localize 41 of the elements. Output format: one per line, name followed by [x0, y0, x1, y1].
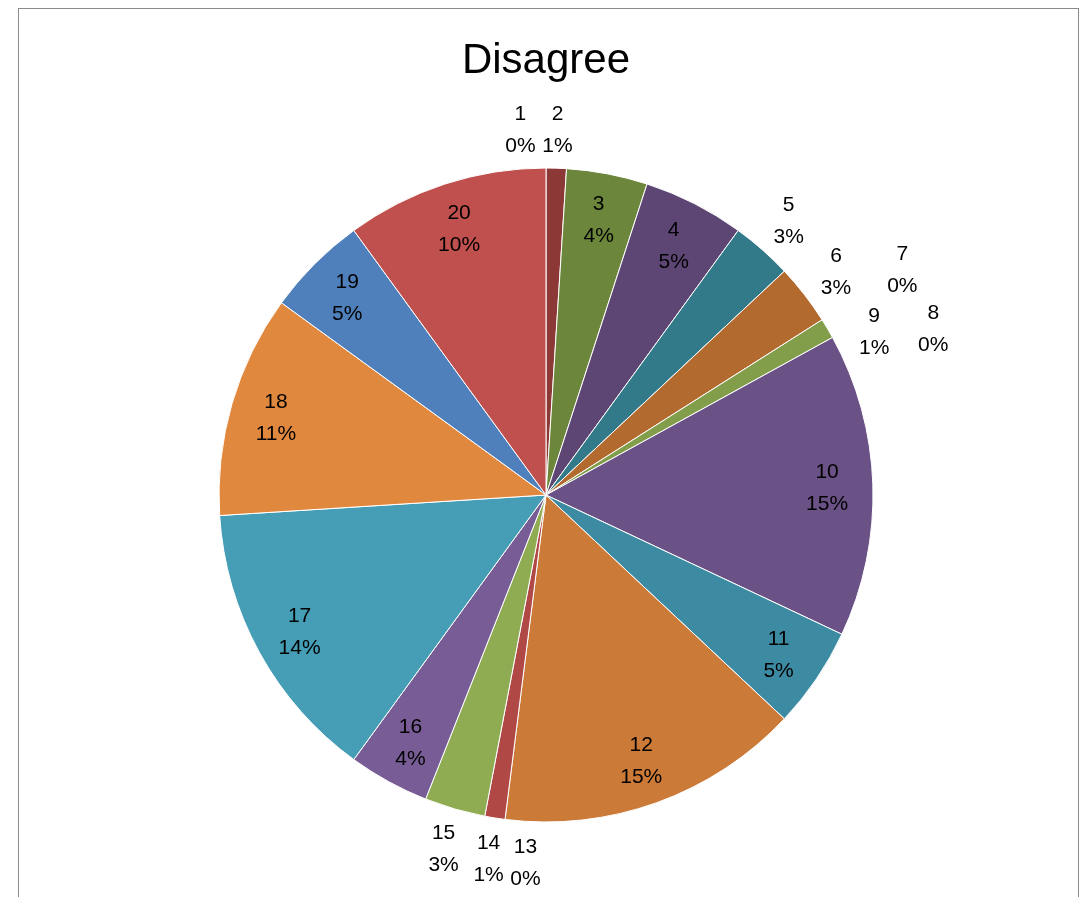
data-label: 15% [806, 490, 849, 514]
category-label: 1 [514, 101, 527, 125]
category-label: 13 [513, 833, 538, 857]
text: 0% [510, 865, 541, 889]
data-label: 11% [255, 421, 297, 445]
chart-title: Disagree [461, 34, 631, 82]
slice-label: 10 [815, 458, 839, 482]
slice-label: 9 [868, 303, 880, 327]
slice-label: 5 [782, 192, 795, 216]
slice-label: 16 [398, 713, 423, 737]
data-label: 3% [820, 274, 852, 298]
data-label: 1% [858, 335, 890, 359]
text: 0% [918, 331, 949, 355]
category-label: 7 [896, 241, 909, 265]
data-label: 5% [763, 657, 794, 681]
data-label: 5% [331, 300, 363, 324]
slice-label: 3 [592, 191, 605, 215]
data-label: 3% [428, 851, 459, 875]
text: 0% [505, 133, 536, 157]
slice-label: 15 [431, 819, 456, 843]
data-label: 5% [658, 248, 689, 272]
slice-label: 17 [287, 602, 312, 626]
slice-label: 6 [830, 242, 842, 266]
slice-label: 19 [335, 268, 359, 292]
data-label: 4% [583, 223, 614, 247]
slice-label: 18 [264, 389, 288, 413]
slice-label: 12 [629, 732, 653, 756]
data-label: 14% [278, 634, 321, 658]
data-label: 4% [395, 745, 426, 769]
data-label: 3% [773, 224, 804, 248]
data-label: 15% [620, 764, 663, 788]
text: 0% [887, 273, 918, 297]
category-label: 8 [927, 299, 940, 323]
data-label: 10% [438, 232, 481, 256]
slice-label: 4 [667, 216, 680, 240]
data-label: 1% [473, 861, 504, 885]
data-label: 1% [542, 132, 573, 156]
slice-label: 20 [447, 200, 471, 224]
slice-label: 14 [476, 829, 501, 853]
slice-label: 2 [551, 100, 564, 124]
slice-label: 11 [767, 625, 790, 649]
